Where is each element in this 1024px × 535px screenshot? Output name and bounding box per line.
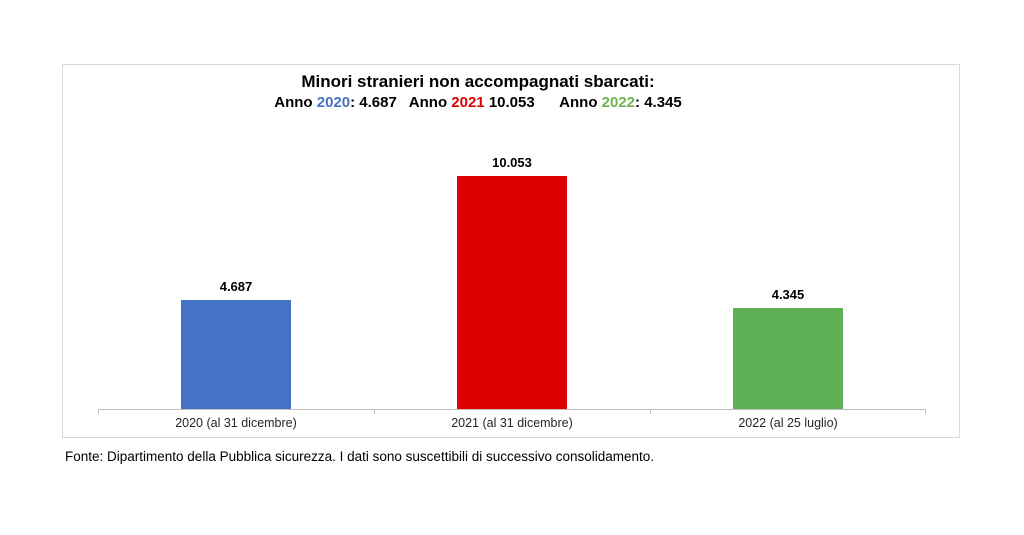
x-axis-tick	[650, 409, 651, 414]
chart-subtitle: Anno 2020: 4.687 Anno 2021 10.053 Anno 2…	[63, 93, 893, 113]
x-axis-line	[98, 409, 926, 410]
bar-2020	[181, 300, 291, 409]
bar-value-label-2020: 4.687	[219, 279, 253, 294]
subtitle-part: Anno	[559, 94, 602, 111]
x-axis-tick	[374, 409, 375, 414]
plot-area: 4.687 10.053 4.345 2020 (al 31 dicembre)…	[98, 65, 926, 430]
subtitle-part: 2020	[316, 94, 351, 111]
subtitle-part: 2022	[601, 94, 636, 111]
x-axis-tick	[98, 409, 99, 414]
x-axis-label-2020: 2020 (al 31 dicembre)	[175, 416, 297, 430]
subtitle-part: 10.053	[484, 94, 560, 111]
subtitle-part: 2021	[451, 94, 485, 111]
source-note: Fonte: Dipartimento della Pubblica sicur…	[65, 449, 655, 464]
bar-value-label-2022: 4.345	[771, 287, 805, 302]
chart-title: Minori stranieri non accompagnati sbarca…	[301, 72, 655, 91]
x-axis-tick	[925, 409, 926, 414]
bar-value-label-2021: 10.053	[492, 155, 532, 170]
chart-container: Minori stranieri non accompagnati sbarca…	[62, 64, 960, 438]
subtitle-part: Anno	[274, 94, 317, 111]
bar-2021	[457, 176, 567, 409]
subtitle-part: : 4.345	[635, 94, 682, 111]
x-axis-label-2021: 2021 (al 31 dicembre)	[451, 416, 573, 430]
subtitle-part: : 4.687	[350, 94, 409, 111]
x-axis-label-2022: 2022 (al 25 luglio)	[738, 416, 838, 430]
chart-header: Minori stranieri non accompagnati sbarca…	[63, 70, 893, 113]
bar-2022	[733, 308, 843, 409]
subtitle-part: Anno	[408, 94, 452, 111]
